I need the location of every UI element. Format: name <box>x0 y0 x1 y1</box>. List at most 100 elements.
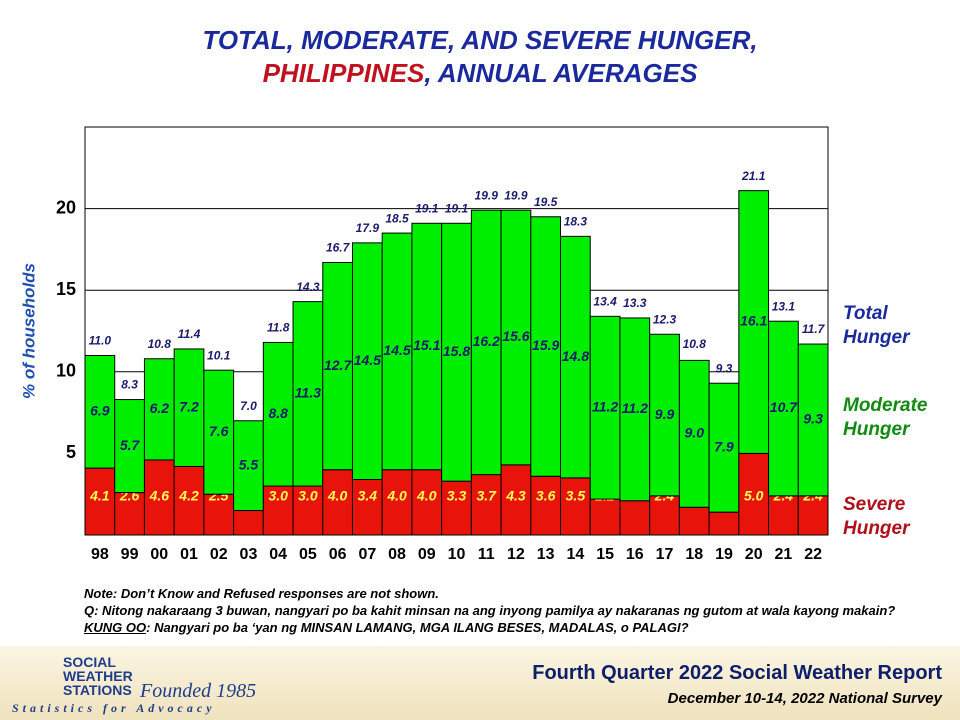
value-label: 3.0 <box>268 488 288 504</box>
x-tick-label: 99 <box>121 546 139 563</box>
bar-segment <box>560 477 591 536</box>
value-label: 14.8 <box>562 348 589 364</box>
total-label: 17.9 <box>356 221 380 235</box>
bar-segment <box>619 500 651 536</box>
bar-segment <box>262 485 294 536</box>
value-label: 14.5 <box>354 352 381 368</box>
x-tick-label: 17 <box>656 546 674 563</box>
total-label: 10.1 <box>207 348 231 362</box>
total-label: 10.8 <box>148 337 172 351</box>
x-tick-label: 16 <box>626 546 644 563</box>
value-label: 4.2 <box>178 488 199 504</box>
total-label: 16.7 <box>326 241 351 255</box>
total-label: 21.1 <box>741 169 766 183</box>
x-tick-label: 08 <box>388 546 406 563</box>
bar-segment <box>768 320 799 497</box>
x-tick-label: 04 <box>269 546 287 563</box>
bar-segment <box>351 242 383 481</box>
x-tick-label: 19 <box>715 546 733 563</box>
bar-segment <box>797 343 829 497</box>
y-tick-label: 10 <box>56 361 76 381</box>
bar-segment <box>441 480 472 536</box>
bar-segment <box>708 511 740 536</box>
bar-segment <box>708 382 740 513</box>
bar-segment <box>173 348 205 467</box>
value-label: 4.1 <box>89 488 110 504</box>
bar-segment <box>560 235 591 479</box>
bar-segment <box>470 474 502 536</box>
value-label: 15.9 <box>532 337 559 353</box>
bar-segment <box>530 475 562 536</box>
x-tick-label: 01 <box>180 546 198 563</box>
y-axis-label: % of households <box>19 263 38 399</box>
value-label: 15.6 <box>502 328 529 344</box>
total-label: 19.1 <box>445 201 469 215</box>
x-tick-label: 03 <box>240 546 258 563</box>
value-label: 16.1 <box>740 313 767 329</box>
footer <box>0 646 960 720</box>
total-label: 18.3 <box>564 215 588 229</box>
x-tick-label: 00 <box>150 546 168 563</box>
value-label: 15.8 <box>443 343 470 359</box>
bar-segment <box>262 341 294 487</box>
org-name: SOCIAL WEATHER STATIONS <box>63 654 133 698</box>
bar-segment <box>322 261 353 471</box>
x-tick-label: 13 <box>537 546 555 563</box>
bar-segment <box>381 232 413 471</box>
value-label: 4.0 <box>416 488 437 504</box>
total-label: 13.4 <box>593 294 617 308</box>
bar-segment <box>589 498 621 536</box>
bar-segment <box>768 495 799 536</box>
x-tick-label: 14 <box>566 546 584 563</box>
bar-segment <box>500 209 532 466</box>
value-label: 12.7 <box>324 357 352 373</box>
bar-segment <box>84 354 116 469</box>
bar-segment <box>530 216 562 477</box>
value-label: 16.2 <box>473 333 500 349</box>
x-tick-label: 02 <box>210 546 228 563</box>
total-label: 9.3 <box>716 361 733 375</box>
value-label: 15.1 <box>413 337 440 353</box>
total-label: 10.8 <box>683 337 707 351</box>
bar-segment <box>203 369 235 495</box>
legend-severe: Severe Hunger <box>843 494 910 539</box>
chart-title: TOTAL, MODERATE, AND SEVERE HUNGER, <box>202 25 757 55</box>
total-label: 19.5 <box>534 195 558 209</box>
x-tick-label: 09 <box>418 546 436 563</box>
total-label: 11.4 <box>178 327 201 341</box>
total-label: 13.1 <box>772 299 796 313</box>
founded: Founded 1985 <box>140 680 257 702</box>
value-label: 5.0 <box>744 488 764 504</box>
chart-title: PHILIPPINES, ANNUAL AVERAGES <box>263 58 699 88</box>
legend-moderate: Moderate Hunger <box>843 395 928 440</box>
value-label: 3.5 <box>566 488 586 504</box>
bar-segment <box>649 333 680 497</box>
value-label: 4.3 <box>505 488 526 504</box>
y-tick-label: 5 <box>66 442 76 462</box>
value-label: 4.6 <box>149 488 170 504</box>
y-tick-label: 20 <box>56 197 76 217</box>
value-label: 14.5 <box>383 342 410 358</box>
value-label: 9.9 <box>655 406 675 422</box>
value-label: 3.4 <box>358 488 378 504</box>
y-tick-label: 15 <box>56 279 76 299</box>
total-label: 12.3 <box>653 312 677 326</box>
value-label: 7.6 <box>209 423 229 439</box>
total-label: 14.3 <box>296 280 320 294</box>
x-tick-label: 07 <box>358 546 376 563</box>
total-label: 11.0 <box>89 334 112 348</box>
bar-segment <box>500 464 532 536</box>
value-label: 9.3 <box>803 411 823 427</box>
title-country: PHILIPPINES <box>263 58 425 88</box>
tagline: Statistics for Advocacy <box>12 701 216 715</box>
question-text: Q: Nitong nakaraang 3 buwan, nangyari po… <box>84 603 896 618</box>
value-label: 3.7 <box>476 488 497 504</box>
bar-segment <box>233 510 264 536</box>
x-tick-label: 05 <box>299 546 317 563</box>
bar-segment <box>678 506 710 536</box>
value-label: 10.7 <box>770 399 798 415</box>
total-label: 18.5 <box>385 211 409 225</box>
x-tick-label: 11 <box>478 546 495 563</box>
total-label: 19.1 <box>415 201 439 215</box>
